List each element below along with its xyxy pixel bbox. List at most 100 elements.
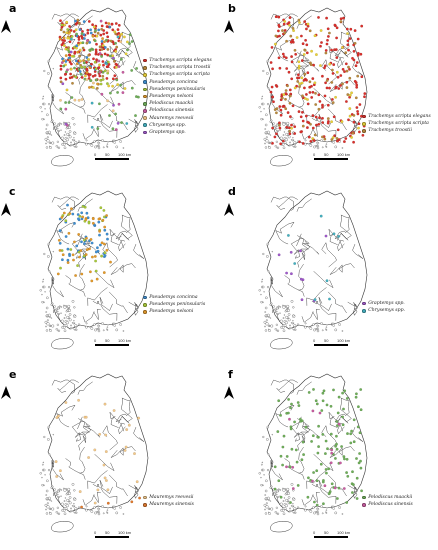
occurrence-point <box>92 25 96 29</box>
occurrence-point <box>90 255 94 259</box>
occurrence-point <box>281 29 284 33</box>
scale-segment-dark <box>95 344 107 346</box>
occurrence-point <box>106 501 110 505</box>
occurrence-point <box>340 46 344 49</box>
island <box>45 306 49 310</box>
river <box>92 301 118 321</box>
island <box>43 285 46 289</box>
river <box>297 432 306 451</box>
occurrence-point <box>72 240 76 244</box>
occurrence-point <box>59 76 63 80</box>
island <box>264 489 268 493</box>
occurrence-point <box>344 62 348 66</box>
river <box>275 404 295 428</box>
occurrence-point <box>337 235 340 238</box>
legend-item: Trachemys troostii <box>362 127 431 134</box>
island <box>71 139 74 141</box>
island <box>58 306 60 309</box>
occurrence-point <box>66 48 70 51</box>
island <box>68 496 72 499</box>
island <box>293 139 295 141</box>
occurrence-point <box>70 35 74 38</box>
island <box>262 102 265 106</box>
legend-label: Pelodiscus sinensis <box>368 502 413 508</box>
occurrence-point <box>336 411 340 415</box>
occurrence-point <box>291 26 295 30</box>
occurrence-point <box>290 55 293 58</box>
island <box>282 500 285 502</box>
island <box>85 322 88 325</box>
occurrence-point <box>312 500 316 504</box>
legend: Graptemys spp. Chrysemys spp. <box>362 300 405 314</box>
island <box>277 489 279 492</box>
island <box>325 509 328 511</box>
occurrence-point <box>89 79 92 82</box>
occurrence-point <box>116 35 120 39</box>
island <box>266 59 270 63</box>
occurrence-point <box>288 16 292 20</box>
occurrence-point <box>123 448 127 452</box>
island <box>267 270 270 273</box>
scale-segment-dark <box>95 536 107 538</box>
occurrence-point <box>322 389 326 393</box>
island <box>52 68 54 70</box>
occurrence-point <box>108 114 111 117</box>
river <box>270 13 295 28</box>
occurrence-point <box>73 19 77 23</box>
legend-item: Trachemys scripta elegans <box>143 57 212 64</box>
island <box>264 512 268 515</box>
occurrence-point <box>70 96 74 99</box>
occurrence-point <box>311 137 315 140</box>
island <box>58 489 60 492</box>
island <box>54 492 57 496</box>
occurrence-point <box>341 423 345 427</box>
legend: Trachemys scripta elegans Trachemys scri… <box>143 57 212 136</box>
island <box>267 453 270 456</box>
occurrence-point <box>272 100 275 104</box>
occurrence-point <box>111 127 115 131</box>
legend-item: Pseudemys peninsularis <box>143 86 212 93</box>
occurrence-point <box>330 482 334 486</box>
occurrence-point <box>304 27 308 31</box>
occurrence-point <box>119 40 123 44</box>
river <box>284 458 305 480</box>
river <box>276 196 298 210</box>
occurrence-point <box>301 440 305 444</box>
occurrence-point <box>329 404 333 408</box>
island <box>273 309 276 313</box>
island <box>63 304 65 307</box>
island <box>51 507 55 511</box>
occurrence-point <box>82 61 86 65</box>
occurrence-point <box>105 248 109 252</box>
island <box>304 139 307 142</box>
island <box>264 142 266 145</box>
occurrence-point <box>323 94 327 98</box>
island <box>289 327 291 330</box>
occurrence-point <box>330 80 334 84</box>
island <box>277 306 279 309</box>
occurrence-point <box>276 430 280 433</box>
island <box>74 145 76 148</box>
island <box>289 324 291 327</box>
island <box>320 505 323 508</box>
river <box>318 297 332 311</box>
occurrence-point <box>75 244 79 248</box>
island <box>276 495 279 498</box>
river <box>109 411 125 432</box>
occurrence-point <box>99 206 103 210</box>
scale-tick-label: 100 km <box>118 152 132 157</box>
island <box>46 136 49 139</box>
legend-label: Pelodiscus maackii <box>149 101 194 107</box>
occurrence-point <box>334 85 338 89</box>
island <box>65 504 69 508</box>
occurrence-point <box>68 40 72 44</box>
island <box>293 328 295 331</box>
occurrence-point <box>112 103 115 107</box>
occurrence-point <box>339 83 342 87</box>
occurrence-point <box>67 231 71 235</box>
occurrence-point <box>325 42 329 46</box>
occurrence-point <box>323 452 327 455</box>
river <box>51 277 64 298</box>
island <box>54 309 57 313</box>
occurrence-point <box>83 65 87 69</box>
